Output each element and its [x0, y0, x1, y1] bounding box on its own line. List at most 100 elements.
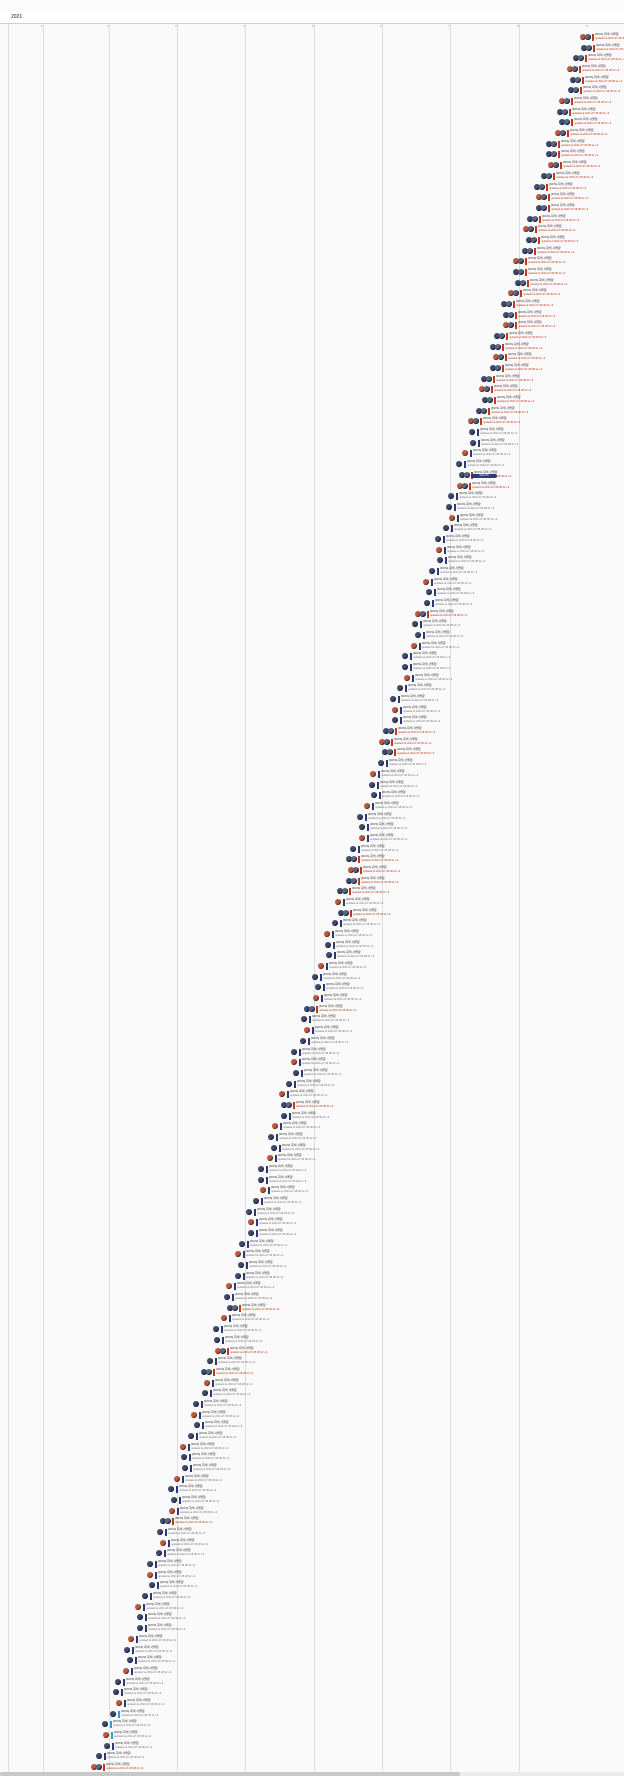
- horizontal-scrollbar-thumb[interactable]: [0, 1772, 460, 1776]
